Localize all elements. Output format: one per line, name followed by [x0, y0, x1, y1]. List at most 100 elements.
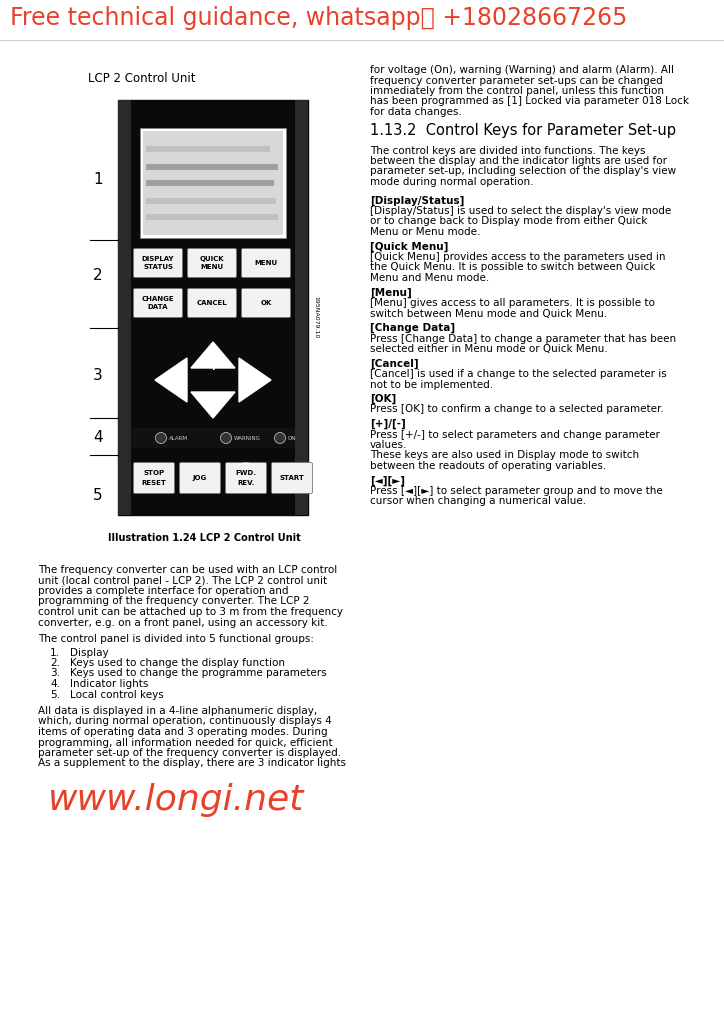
FancyBboxPatch shape	[133, 249, 182, 278]
Text: which, during normal operation, continuously displays 4: which, during normal operation, continuo…	[38, 717, 332, 726]
Text: for voltage (On), warning (Warning) and alarm (Alarm). All: for voltage (On), warning (Warning) and …	[370, 65, 674, 75]
Text: programming of the frequency converter. The LCP 2: programming of the frequency converter. …	[38, 597, 309, 606]
Bar	[146, 180, 274, 186]
Text: Menu and Menu mode.: Menu and Menu mode.	[370, 273, 489, 283]
Bar	[146, 214, 278, 220]
Text: cursor when changing a numerical value.: cursor when changing a numerical value.	[370, 497, 586, 507]
Text: DATA: DATA	[148, 304, 168, 310]
Text: −: −	[207, 387, 219, 401]
Text: Press [◄][►] to select parameter group and to move the: Press [◄][►] to select parameter group a…	[370, 486, 662, 496]
Text: [Quick Menu]: [Quick Menu]	[370, 242, 448, 252]
Text: Illustration 1.24 LCP 2 Control Unit: Illustration 1.24 LCP 2 Control Unit	[108, 534, 300, 543]
Text: www.longi.net: www.longi.net	[48, 783, 304, 817]
Text: [Cancel]: [Cancel]	[370, 358, 418, 369]
FancyBboxPatch shape	[180, 463, 221, 494]
Text: STATUS: STATUS	[143, 264, 173, 270]
Text: Keys used to change the programme parameters: Keys used to change the programme parame…	[70, 669, 327, 679]
Text: OK: OK	[261, 300, 272, 306]
Text: 5.: 5.	[50, 689, 60, 699]
FancyBboxPatch shape	[225, 463, 266, 494]
Polygon shape	[191, 342, 235, 368]
Text: STOP: STOP	[143, 470, 164, 476]
Text: [Change Data]: [Change Data]	[370, 323, 455, 333]
Text: [Display/Status] is used to select the display's view mode: [Display/Status] is used to select the d…	[370, 206, 671, 216]
Text: items of operating data and 3 operating modes. During: items of operating data and 3 operating …	[38, 727, 328, 737]
Bar	[140, 128, 286, 238]
FancyBboxPatch shape	[188, 289, 237, 317]
Text: values.: values.	[370, 440, 408, 450]
Text: [OK]: [OK]	[370, 394, 396, 404]
Text: between the display and the indicator lights are used for: between the display and the indicator li…	[370, 156, 667, 166]
Text: parameter set-up, including selection of the display's view: parameter set-up, including selection of…	[370, 167, 676, 176]
Polygon shape	[155, 358, 187, 402]
Polygon shape	[191, 392, 235, 418]
Text: ALARM: ALARM	[169, 435, 188, 440]
Text: frequency converter parameter set-ups can be changed: frequency converter parameter set-ups ca…	[370, 76, 662, 85]
FancyBboxPatch shape	[133, 289, 182, 317]
Text: 4.: 4.	[50, 679, 60, 689]
Text: START: START	[279, 475, 304, 481]
Text: [Cancel] is used if a change to the selected parameter is: [Cancel] is used if a change to the sele…	[370, 369, 667, 379]
Text: Press [OK] to confirm a change to a selected parameter.: Press [OK] to confirm a change to a sele…	[370, 404, 664, 415]
Text: Menu or Menu mode.: Menu or Menu mode.	[370, 227, 481, 237]
Text: 1.: 1.	[50, 647, 60, 657]
Text: Free technical guidance, whatsapp： +18028667265: Free technical guidance, whatsapp： +1802…	[10, 6, 628, 30]
Text: [Menu]: [Menu]	[370, 288, 412, 298]
Text: 2.: 2.	[50, 658, 60, 668]
Text: These keys are also used in Display mode to switch: These keys are also used in Display mode…	[370, 451, 639, 461]
Text: 2: 2	[93, 267, 103, 283]
Text: ON: ON	[288, 435, 296, 440]
Bar	[143, 131, 283, 234]
Text: 4: 4	[93, 429, 103, 444]
Text: for data changes.: for data changes.	[370, 106, 462, 117]
Text: has been programmed as [1] Locked via parameter 018 Lock: has been programmed as [1] Locked via pa…	[370, 96, 689, 106]
Text: [Quick Menu] provides access to the parameters used in: [Quick Menu] provides access to the para…	[370, 252, 665, 262]
Text: switch between Menu mode and Quick Menu.: switch between Menu mode and Quick Menu.	[370, 308, 607, 318]
Text: converter, e.g. on a front panel, using an accessory kit.: converter, e.g. on a front panel, using …	[38, 617, 328, 628]
Bar	[146, 164, 278, 170]
Polygon shape	[239, 358, 271, 402]
Text: Press [+/-] to select parameters and change parameter: Press [+/-] to select parameters and cha…	[370, 429, 660, 439]
Text: mode during normal operation.: mode during normal operation.	[370, 177, 534, 187]
Text: WARNING: WARNING	[234, 435, 261, 440]
Text: 1: 1	[93, 172, 103, 187]
Text: As a supplement to the display, there are 3 indicator lights: As a supplement to the display, there ar…	[38, 759, 346, 768]
Text: 3.: 3.	[50, 669, 60, 679]
Bar	[295, 100, 308, 515]
Text: DISPLAY: DISPLAY	[142, 256, 174, 262]
Text: +: +	[207, 359, 219, 373]
Text: parameter set-up of the frequency converter is displayed.: parameter set-up of the frequency conver…	[38, 748, 341, 758]
FancyBboxPatch shape	[242, 289, 290, 317]
Bar	[118, 100, 308, 515]
Text: CHANGE: CHANGE	[142, 296, 174, 302]
Text: provides a complete interface for operation and: provides a complete interface for operat…	[38, 586, 288, 596]
Text: the Quick Menu. It is possible to switch between Quick: the Quick Menu. It is possible to switch…	[370, 262, 655, 272]
Text: 5: 5	[93, 487, 103, 503]
Bar	[146, 198, 276, 204]
Text: The control panel is divided into 5 functional groups:: The control panel is divided into 5 func…	[38, 634, 314, 644]
Text: All data is displayed in a 4-line alphanumeric display,: All data is displayed in a 4-line alphan…	[38, 706, 317, 716]
Bar	[146, 146, 270, 152]
Bar	[131, 100, 295, 125]
Text: between the readouts of operating variables.: between the readouts of operating variab…	[370, 461, 606, 471]
Text: immediately from the control panel, unless this function: immediately from the control panel, unle…	[370, 86, 664, 96]
Text: LCP 2 Control Unit: LCP 2 Control Unit	[88, 72, 195, 85]
Circle shape	[156, 432, 167, 443]
FancyBboxPatch shape	[188, 249, 237, 278]
FancyBboxPatch shape	[242, 249, 290, 278]
Circle shape	[274, 432, 285, 443]
Circle shape	[221, 432, 232, 443]
Text: The frequency converter can be used with an LCP control: The frequency converter can be used with…	[38, 565, 337, 575]
Text: or to change back to Display mode from either Quick: or to change back to Display mode from e…	[370, 216, 647, 226]
Text: control unit can be attached up to 3 m from the frequency: control unit can be attached up to 3 m f…	[38, 607, 343, 617]
Text: 3: 3	[93, 368, 103, 383]
Text: 195NA079.10: 195NA079.10	[313, 296, 318, 338]
Text: REV.: REV.	[237, 479, 255, 485]
FancyBboxPatch shape	[272, 463, 313, 494]
Text: unit (local control panel - LCP 2). The LCP 2 control unit: unit (local control panel - LCP 2). The …	[38, 575, 327, 586]
Text: MENU: MENU	[201, 264, 224, 270]
Text: [Menu] gives access to all parameters. It is possible to: [Menu] gives access to all parameters. I…	[370, 298, 655, 308]
Text: [+]/[-]: [+]/[-]	[370, 419, 405, 429]
Text: RESET: RESET	[142, 479, 167, 485]
Text: The control keys are divided into functions. The keys: The control keys are divided into functi…	[370, 145, 646, 156]
